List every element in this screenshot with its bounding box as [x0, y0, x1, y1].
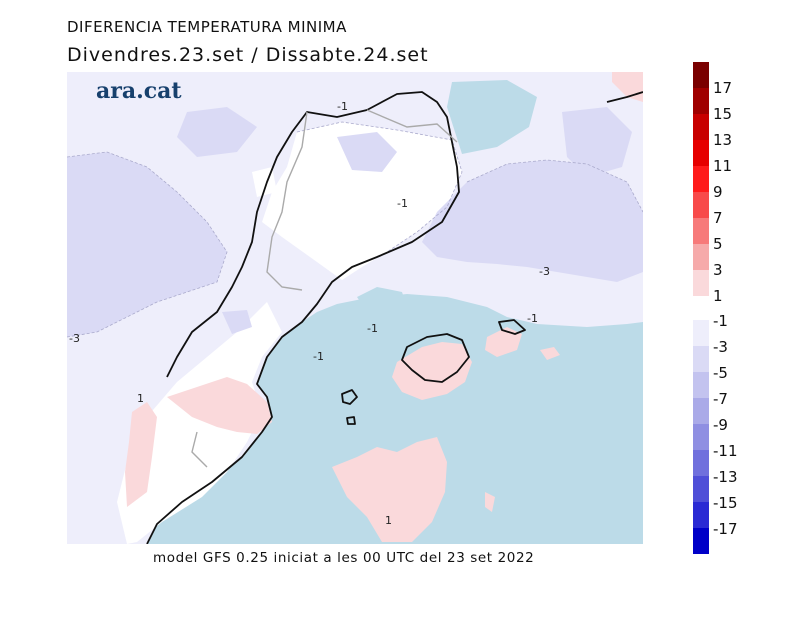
colorbar-label: -1	[713, 312, 728, 330]
sea-patch-north	[447, 80, 537, 154]
colorbar-label: 13	[713, 131, 733, 149]
negative-patch-north	[177, 107, 257, 157]
contour-label: 1	[137, 392, 144, 405]
positive-patch-mallorca	[392, 342, 472, 400]
colorbar-label: -5	[713, 364, 728, 382]
colorbar-swatch	[693, 346, 709, 372]
contour-label: -1	[337, 100, 348, 113]
contour-labels: -1 -1 -1 -1 -1 -3 -3 1 1	[69, 100, 550, 527]
colorbar-swatch	[693, 372, 709, 398]
colorbar-label: -3	[713, 338, 728, 356]
colorbar-label: 3	[713, 261, 723, 279]
colorbar-label: 17	[713, 79, 733, 97]
colorbar-legend: 17 15 13 11 9 7 5 3 1 -1 -3 -5 -7 -9 -11 -13 -15 -17	[693, 62, 753, 562]
colorbar-label: 9	[713, 183, 723, 201]
colorbar-label: -7	[713, 390, 728, 408]
positive-patch-small	[540, 347, 560, 360]
colorbar-label: -13	[713, 468, 738, 486]
contour-label: -1	[527, 312, 538, 325]
colorbar-swatch	[693, 528, 709, 554]
positive-patch-valencia	[167, 377, 272, 434]
negative-patch-east	[422, 160, 643, 282]
contour-label: -1	[367, 322, 378, 335]
positive-patch-south-west	[125, 402, 157, 507]
positive-patch-sea-south	[332, 437, 447, 542]
colorbar-swatch	[693, 450, 709, 476]
colorbar-label: 7	[713, 209, 723, 227]
negative-patch-cat	[337, 132, 397, 172]
colorbar-label: 5	[713, 235, 723, 253]
colorbar-swatch	[693, 88, 709, 114]
model-info-footer: model GFS 0.25 iniciat a les 00 UTC del …	[153, 550, 535, 566]
land-white-coast	[117, 302, 282, 544]
contour-lines	[67, 121, 643, 338]
contour-label: -3	[539, 265, 550, 278]
brand-logo[interactable]: ara.cat	[96, 78, 182, 104]
colorbar-swatch	[693, 114, 709, 140]
positive-patch-sea-tiny	[485, 492, 495, 512]
positive-patch-menorca	[485, 327, 522, 357]
coastlines	[146, 91, 643, 544]
colorbar-label: 11	[713, 157, 733, 175]
sea-patch-mid	[357, 287, 407, 317]
map-subtitle: Divendres.23.set / Dissabte.24.set	[67, 44, 429, 66]
colorbar-label: -11	[713, 442, 738, 460]
colorbar-label: 15	[713, 105, 733, 123]
negative-patch-west	[67, 152, 227, 337]
borders	[191, 109, 458, 468]
colorbar-swatch	[693, 244, 709, 270]
colorbar-swatch	[693, 166, 709, 192]
colorbar-label: 1	[713, 287, 723, 305]
negative-patch-coast	[222, 310, 252, 334]
contour-label: 1	[385, 514, 392, 527]
colorbar-swatch	[693, 218, 709, 244]
colorbar-label: -15	[713, 494, 738, 512]
map-title: DIFERENCIA TEMPERATURA MINIMA	[67, 18, 347, 36]
sea-area	[147, 294, 643, 544]
colorbar-swatch	[693, 476, 709, 502]
colorbar-swatch	[693, 398, 709, 424]
colorbar-swatch	[693, 270, 709, 296]
colorbar-swatch	[693, 192, 709, 218]
colorbar-swatch	[693, 320, 709, 346]
contour-label: -1	[397, 197, 408, 210]
colorbar-swatch	[693, 502, 709, 528]
colorbar-swatch	[693, 140, 709, 166]
colorbar-label: -9	[713, 416, 728, 434]
colorbar-label: -17	[713, 520, 738, 538]
colorbar-swatch	[693, 424, 709, 450]
land-white-inland	[262, 122, 462, 280]
temperature-difference-map: -1 -1 -1 -1 -1 -3 -3 1 1	[67, 72, 643, 544]
contour-label: -3	[69, 332, 80, 345]
negative-patch-northeast	[562, 107, 632, 177]
contour-label: -1	[313, 350, 324, 363]
colorbar-swatch	[693, 62, 709, 88]
